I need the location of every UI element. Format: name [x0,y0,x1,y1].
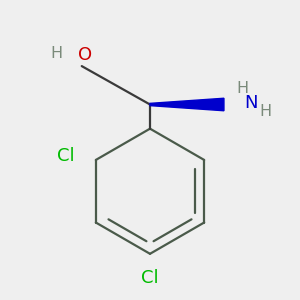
Text: H: H [236,81,248,96]
Text: N: N [244,94,257,112]
Text: O: O [77,46,92,64]
Text: H: H [50,46,62,61]
Text: H: H [259,104,271,119]
Text: Cl: Cl [141,269,159,287]
Polygon shape [150,98,224,111]
Text: Cl: Cl [57,147,74,165]
